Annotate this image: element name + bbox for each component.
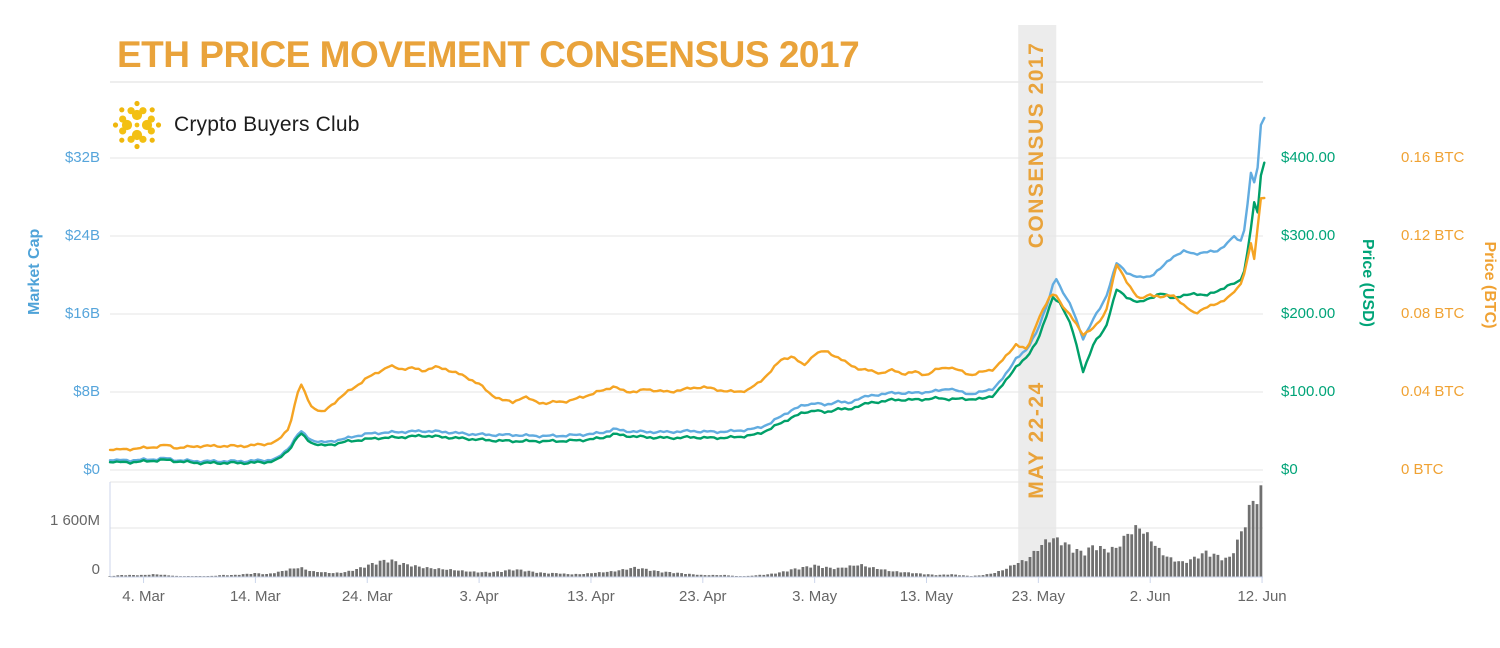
y-tick-volume: 1 600M (49, 512, 100, 529)
y-tick-price-btc: 0.08 BTC (1401, 305, 1465, 322)
axis-title-price-btc: Price (BTC) (1481, 241, 1498, 329)
series-line-price-btc- (108, 196, 1266, 452)
brand-name: Crypto Buyers Club (174, 113, 360, 136)
x-tick-label: 2. Jun (1129, 588, 1171, 605)
y-tick-price-usd: $300.00 (1281, 227, 1336, 244)
x-tick-label: 24. Mar (341, 588, 393, 605)
plotband-label-consensus: CONSENSUS 2017 (1025, 41, 1048, 249)
consensus-plot-band (1018, 25, 1057, 577)
chart-title: ETH PRICE MOVEMENT CONSENSUS 2017 (117, 34, 860, 75)
y-tick-market-cap: $0 (83, 461, 100, 478)
y-tick-price-usd: $200.00 (1281, 305, 1336, 322)
y-tick-price-usd: $100.00 (1281, 383, 1336, 400)
x-tick-label: 3. May (792, 588, 838, 605)
x-tick-label: 4. Mar (122, 588, 165, 605)
y-tick-price-usd: $400.00 (1281, 149, 1336, 166)
y-tick-market-cap: $16B (64, 305, 100, 322)
y-tick-price-btc: 0.16 BTC (1401, 149, 1465, 166)
brand-logo-icon (112, 100, 162, 150)
y-tick-price-btc: 0.04 BTC (1401, 383, 1465, 400)
y-tick-volume: 0 (91, 561, 100, 578)
y-tick-price-btc: 0 BTC (1401, 461, 1444, 478)
x-tick-label: 14. Mar (229, 588, 281, 605)
y-tick-price-usd: $0 (1281, 461, 1298, 478)
x-tick-label: 13. May (899, 588, 954, 605)
plotband-label-dates: MAY 22-24 (1025, 381, 1048, 499)
y-tick-price-btc: 0.12 BTC (1401, 227, 1465, 244)
y-tick-market-cap: $24B (64, 227, 100, 244)
brand: Crypto Buyers Club (110, 98, 360, 152)
x-tick-label: 23. May (1011, 588, 1066, 605)
series-line-market-cap (108, 116, 1266, 464)
axis-title-price-usd: Price (USD) (1359, 238, 1376, 328)
x-tick-label: 12. Jun (1237, 588, 1287, 605)
series-line-price-usd- (108, 161, 1266, 466)
x-tick-label: 13. Apr (567, 588, 615, 605)
y-tick-market-cap: $32B (64, 149, 100, 166)
volume-bars (108, 485, 1263, 577)
x-tick-label: 23. Apr (679, 588, 727, 605)
x-tick-label: 3. Apr (459, 588, 499, 605)
y-tick-market-cap: $8B (73, 383, 100, 400)
